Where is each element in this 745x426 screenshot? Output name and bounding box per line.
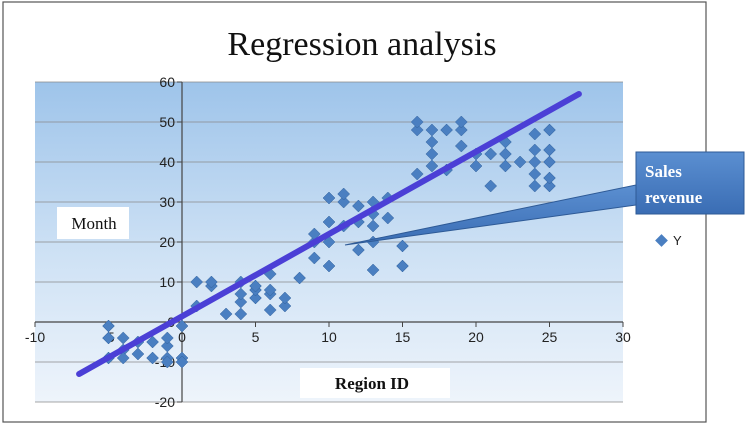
data-point-0-74 <box>499 159 512 173</box>
data-point-0-79 <box>528 167 542 181</box>
ylabel-box <box>57 207 129 239</box>
data-point-0-36 <box>307 251 321 265</box>
x-tick-label-5: 15 <box>395 329 411 345</box>
data-point-0-7 <box>131 347 145 361</box>
data-point-0-23 <box>234 295 248 309</box>
data-point-0-5 <box>116 351 130 365</box>
data-point-0-13 <box>175 319 189 333</box>
data-point-0-68 <box>454 123 468 137</box>
chart-title: Regression analysis <box>227 26 496 63</box>
data-point-0-18 <box>190 275 204 289</box>
data-point-0-49 <box>366 263 380 277</box>
data-point-0-41 <box>322 215 336 229</box>
data-point-0-1 <box>102 331 115 345</box>
data-point-0-64 <box>425 123 439 137</box>
callout-box <box>635 151 745 215</box>
data-point-0-63 <box>425 135 439 149</box>
data-point-0-67 <box>454 139 468 153</box>
x-tick-label-6: 20 <box>468 329 484 345</box>
data-point-0-66 <box>440 123 453 137</box>
y-tick-label-6: 40 <box>159 154 175 170</box>
data-point-0-69 <box>454 115 468 129</box>
data-point-0-42 <box>322 191 336 205</box>
x-tick-label-2: 0 <box>178 329 186 345</box>
data-point-0-73 <box>484 147 498 161</box>
xlabel-box <box>300 368 450 398</box>
data-point-0-85 <box>543 155 556 169</box>
y-axis-label: Month <box>71 214 117 233</box>
callout-line-1: Sales <box>645 162 682 181</box>
data-point-0-57 <box>396 239 409 253</box>
data-point-0-29 <box>263 303 277 317</box>
data-point-0-59 <box>410 123 424 137</box>
x-tick-label-8: 30 <box>615 329 631 345</box>
data-point-0-60 <box>410 115 424 129</box>
data-point-0-35 <box>293 271 306 285</box>
data-point-0-20 <box>205 275 218 289</box>
x-tick-label-7: 25 <box>542 329 558 345</box>
x-axis-label: Region ID <box>335 374 409 393</box>
data-point-0-81 <box>528 143 542 157</box>
data-point-0-26 <box>249 291 262 305</box>
callout-line-2: revenue <box>645 188 703 207</box>
data-point-0-75 <box>499 147 512 161</box>
data-point-0-87 <box>543 123 556 137</box>
trendline <box>76 91 582 377</box>
data-point-0-9 <box>146 351 159 365</box>
x-tick-label-3: 5 <box>252 329 260 345</box>
data-point-0-62 <box>425 147 439 161</box>
data-point-0-86 <box>543 143 556 157</box>
data-point-0-84 <box>543 171 556 185</box>
data-point-0-22 <box>234 307 248 321</box>
data-point-0-24 <box>234 287 248 301</box>
data-point-0-44 <box>337 195 351 209</box>
data-point-0-31 <box>263 283 277 297</box>
x-tick-label-4: 10 <box>321 329 337 345</box>
data-point-0-15 <box>175 355 189 369</box>
data-point-0-78 <box>528 179 542 193</box>
y-tick-label-3: 10 <box>159 274 175 290</box>
y-tick-label-0: -20 <box>155 394 175 410</box>
data-point-0-21 <box>219 307 233 321</box>
data-point-0-54 <box>381 211 395 225</box>
y-tick-label-4: 20 <box>159 234 175 250</box>
data-point-0-72 <box>484 179 498 193</box>
data-point-0-12 <box>160 331 174 345</box>
y-tick-label-8: 60 <box>159 74 175 90</box>
data-point-0-45 <box>337 187 351 201</box>
data-point-0-8 <box>146 335 159 349</box>
data-point-0-56 <box>396 259 409 273</box>
data-point-0-28 <box>249 279 262 293</box>
data-point-0-16 <box>160 355 174 369</box>
data-point-0-46 <box>352 243 365 257</box>
data-point-0-51 <box>366 219 380 233</box>
data-point-0-34 <box>278 291 292 305</box>
data-point-0-48 <box>352 199 365 213</box>
data-point-0-70 <box>469 159 483 173</box>
data-point-0-77 <box>513 155 527 169</box>
data-point-0-61 <box>425 159 439 173</box>
y-tick-label-5: 30 <box>159 194 175 210</box>
y-tick-label-7: 50 <box>159 114 175 130</box>
data-point-0-80 <box>528 155 542 169</box>
data-point-0-33 <box>278 299 292 313</box>
x-tick-label-0: -10 <box>25 329 45 345</box>
data-point-0-82 <box>528 127 542 141</box>
legend-label: Y <box>673 233 682 248</box>
data-point-0-58 <box>410 167 424 181</box>
data-point-0-39 <box>322 259 336 273</box>
data-point-0-83 <box>543 179 556 193</box>
